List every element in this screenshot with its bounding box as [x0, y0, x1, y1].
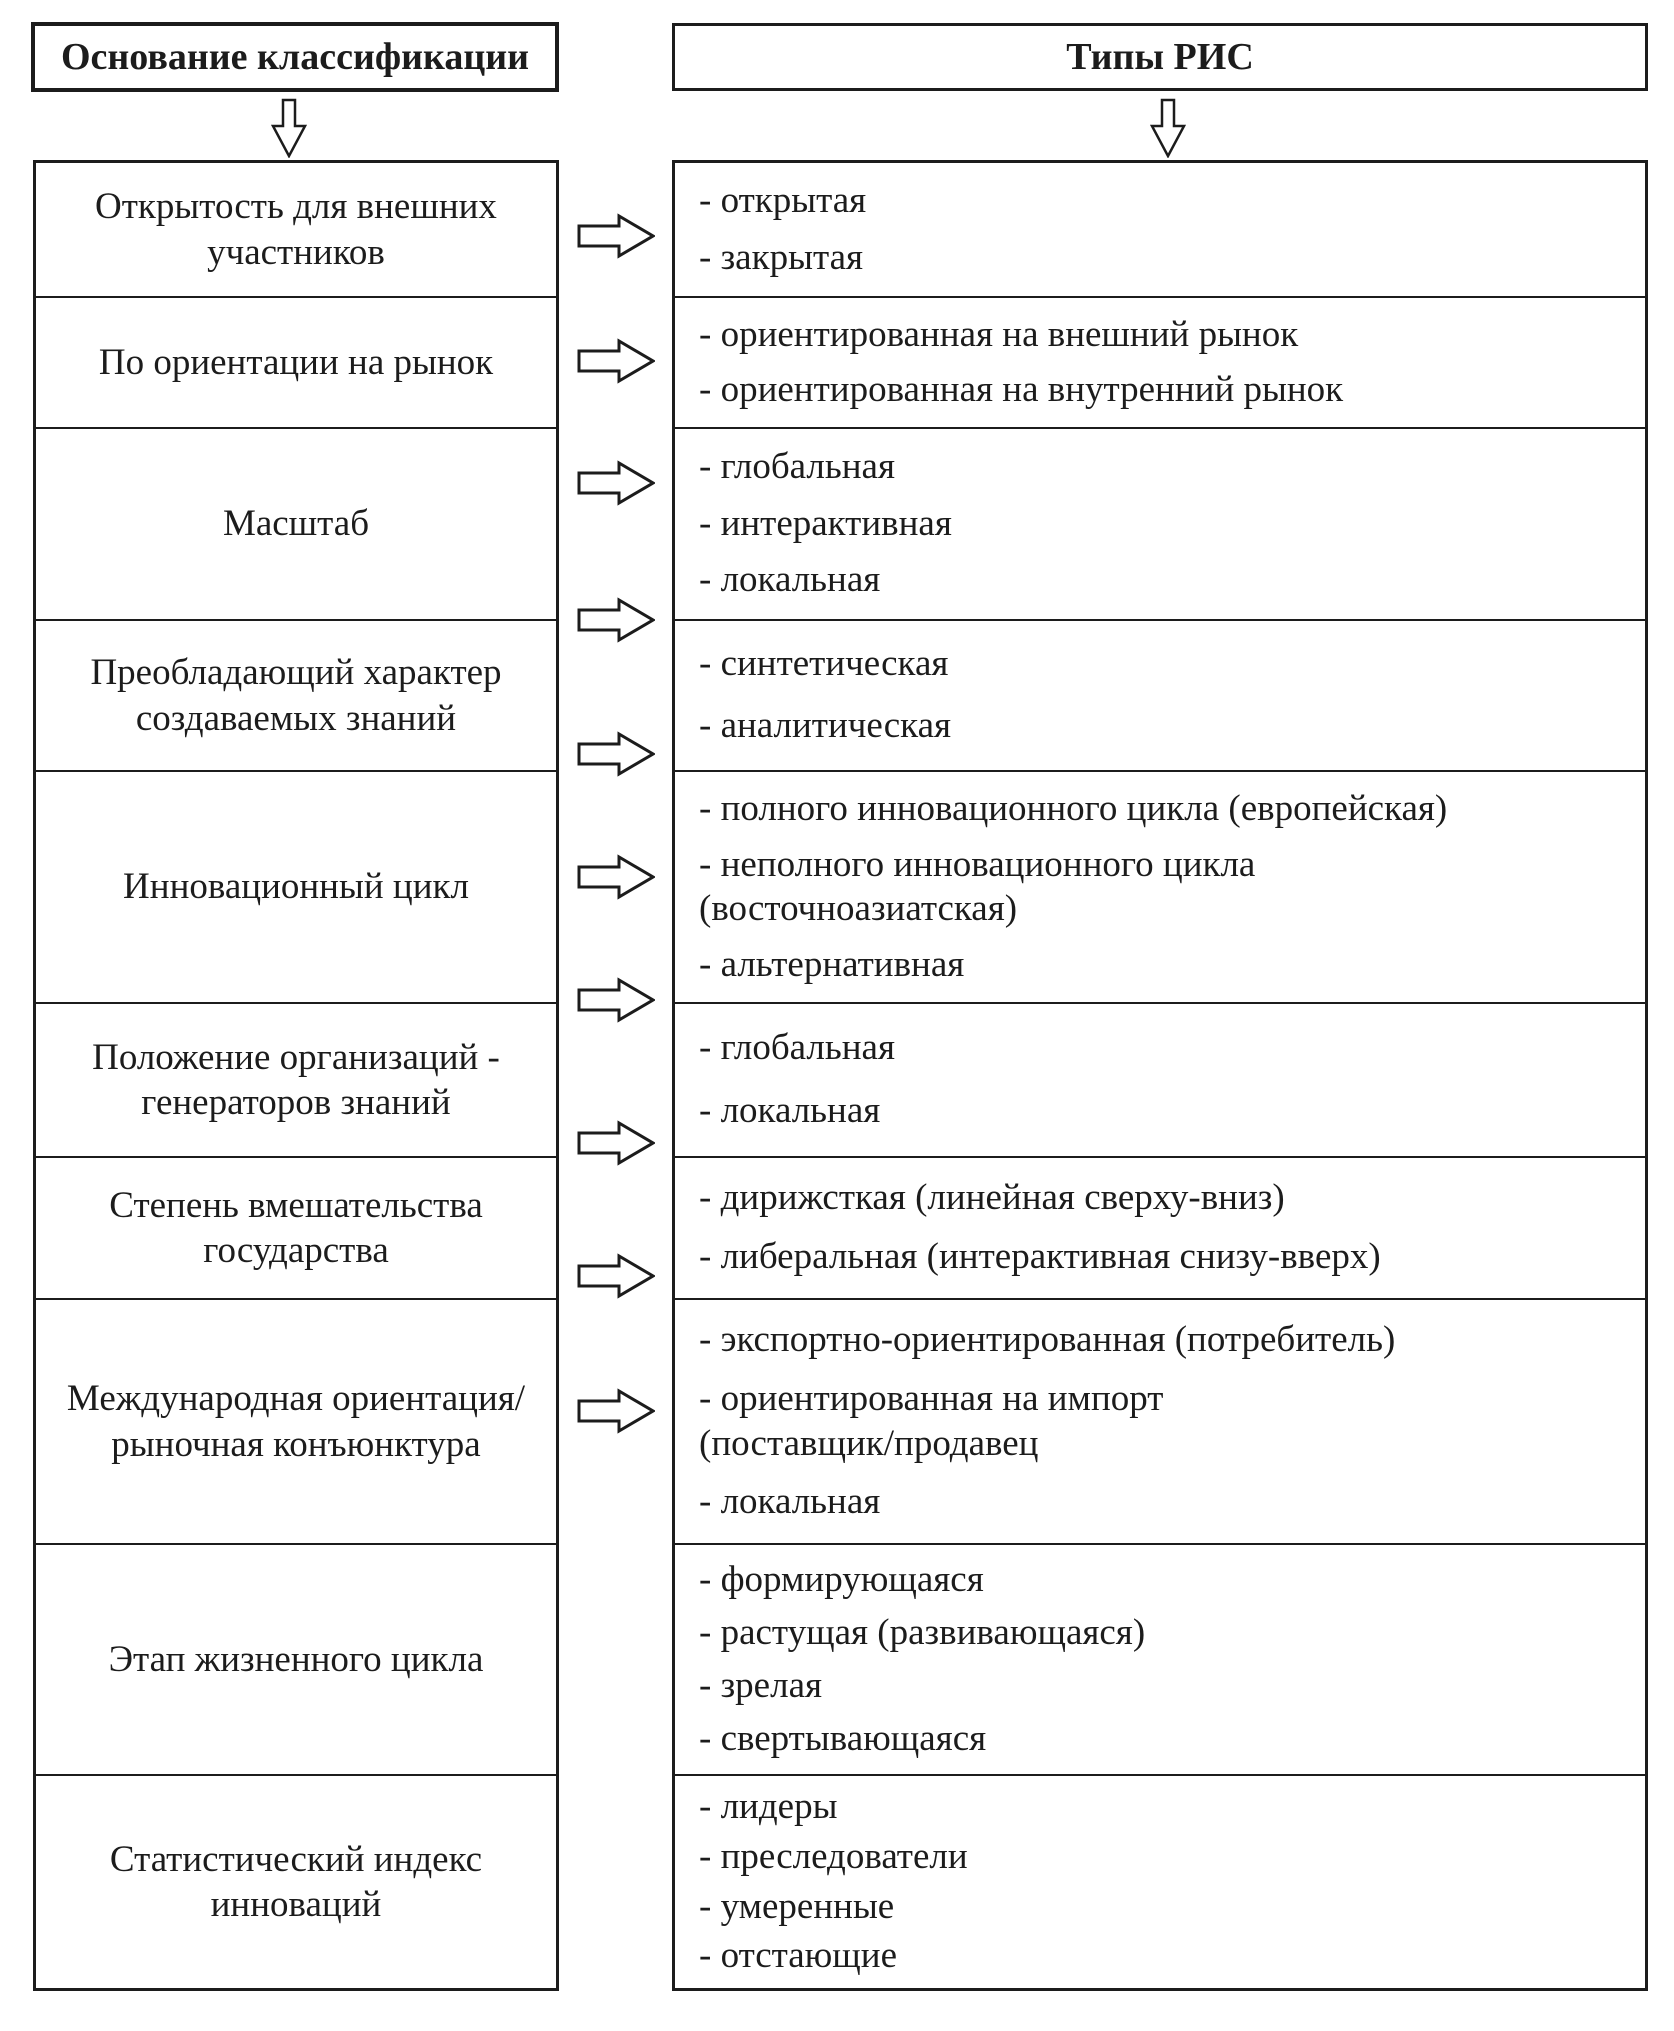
basis-label: Масштаб: [222, 503, 370, 545]
type-item: - локальная: [699, 559, 881, 601]
types-cell: - полного инновационного цикла (европейс…: [675, 770, 1645, 1002]
type-item: - неполного инновационного цикла (восточ…: [699, 843, 1256, 929]
basis-cell: Статистический индекс инноваций: [36, 1774, 556, 1988]
types-cell: - дирижсткая (линейная сверху-вниз) - либ…: [675, 1156, 1645, 1298]
right-arrow-icon: [577, 1120, 655, 1166]
right-arrow-icon: [577, 731, 655, 777]
types-cell: - глобальная - локальная: [675, 1002, 1645, 1156]
types-cell: - лидеры - преследователи - умеренные - отс…: [675, 1774, 1645, 1988]
basis-column: Открытость для внешних участников По орие…: [33, 160, 559, 1991]
type-item: - отстающие: [699, 1935, 898, 1977]
type-item: - свертывающаяся: [699, 1717, 987, 1759]
basis-label: Статистический индекс инноваций: [109, 1838, 483, 1925]
types-cell: - ориентированная на внешний рынок - орие…: [675, 296, 1645, 427]
basis-cell: Положение организаций - генераторов знан…: [36, 1002, 556, 1156]
right-arrow-icon: [577, 460, 655, 506]
type-item: - глобальная: [699, 1027, 895, 1069]
type-item: - полного инновационного цикла (европейс…: [699, 788, 1448, 830]
types-cell: - глобальная - интерактивная - локальная: [675, 427, 1645, 619]
right-arrow-icon: [577, 854, 655, 900]
type-item: - лидеры: [699, 1786, 838, 1828]
types-cell: - экспортно-ориентированная (потребитель…: [675, 1298, 1645, 1543]
type-item: - альтернативная: [699, 943, 965, 985]
type-item: - зрелая: [699, 1664, 823, 1706]
type-item: - синтетическая: [699, 643, 949, 685]
basis-cell: Масштаб: [36, 427, 556, 619]
header-basis-box: Основание классификации: [31, 22, 559, 92]
basis-label: Преобладающий характер создаваемых знани…: [90, 652, 502, 739]
right-arrow-icon: [577, 1388, 655, 1434]
types-cell: - открытая - закрытая: [675, 163, 1645, 296]
type-item: - локальная: [699, 1090, 881, 1132]
type-item: - либеральная (интерактивная снизу-вверх…: [699, 1236, 1381, 1278]
basis-label: Степень вмешательства государства: [109, 1184, 483, 1271]
header-basis-label: Основание классификации: [60, 36, 530, 78]
type-item: - интерактивная: [699, 502, 952, 544]
basis-label: Этап жизненного цикла: [108, 1638, 484, 1680]
type-item: - формирующаяся: [699, 1558, 984, 1600]
right-arrow-icon: [577, 213, 655, 259]
type-item: - ориентированная на внутренний рынок: [699, 368, 1344, 410]
types-cell: - формирующаяся - растущая (развивающаяся…: [675, 1543, 1645, 1774]
type-item: - ориентированная на импорт (поставщик/п…: [699, 1378, 1164, 1464]
basis-cell: Этап жизненного цикла: [36, 1543, 556, 1774]
basis-label: Открытость для внешних участников: [95, 186, 497, 273]
basis-label: Положение организаций - генераторов знан…: [92, 1036, 500, 1123]
right-arrow-icon: [577, 338, 655, 384]
type-item: - умеренные: [699, 1885, 895, 1927]
basis-cell: Степень вмешательства государства: [36, 1156, 556, 1298]
down-arrow-icon: [1149, 98, 1187, 158]
type-item: - аналитическая: [699, 705, 952, 747]
basis-cell: Инновационный цикл: [36, 770, 556, 1002]
right-arrow-icon: [577, 977, 655, 1023]
right-arrow-icon: [577, 597, 655, 643]
right-arrow-icon: [577, 1253, 655, 1299]
type-item: - растущая (развивающаяся): [699, 1611, 1146, 1653]
basis-cell: По ориентации на рынок: [36, 296, 556, 427]
basis-label: По ориентации на рынок: [98, 341, 494, 383]
basis-cell: Открытость для внешних участников: [36, 163, 556, 296]
type-item: - ориентированная на внешний рынок: [699, 313, 1299, 355]
basis-label: Инновационный цикл: [123, 866, 469, 908]
type-item: - преследователи: [699, 1835, 968, 1877]
basis-label: Международная ориентация/ рыночная конъю…: [66, 1378, 526, 1465]
header-types-label: Типы РИС: [1066, 36, 1254, 78]
type-item: - глобальная: [699, 446, 895, 488]
basis-cell: Преобладающий характер создаваемых знани…: [36, 619, 556, 770]
arrow-gutter: [577, 0, 657, 2031]
types-column: - открытая - закрытая - ориентированная на…: [672, 160, 1648, 1991]
header-types-box: Типы РИС: [672, 23, 1648, 91]
type-item: - открытая: [699, 180, 867, 222]
type-item: - экспортно-ориентированная (потребитель…: [699, 1319, 1396, 1361]
down-arrow-icon: [270, 98, 308, 158]
type-item: - локальная: [699, 1481, 881, 1523]
types-cell: - синтетическая - аналитическая: [675, 619, 1645, 770]
type-item: - дирижсткая (линейная сверху-вниз): [699, 1177, 1285, 1219]
basis-cell: Международная ориентация/ рыночная конъю…: [36, 1298, 556, 1543]
type-item: - закрытая: [699, 236, 864, 278]
